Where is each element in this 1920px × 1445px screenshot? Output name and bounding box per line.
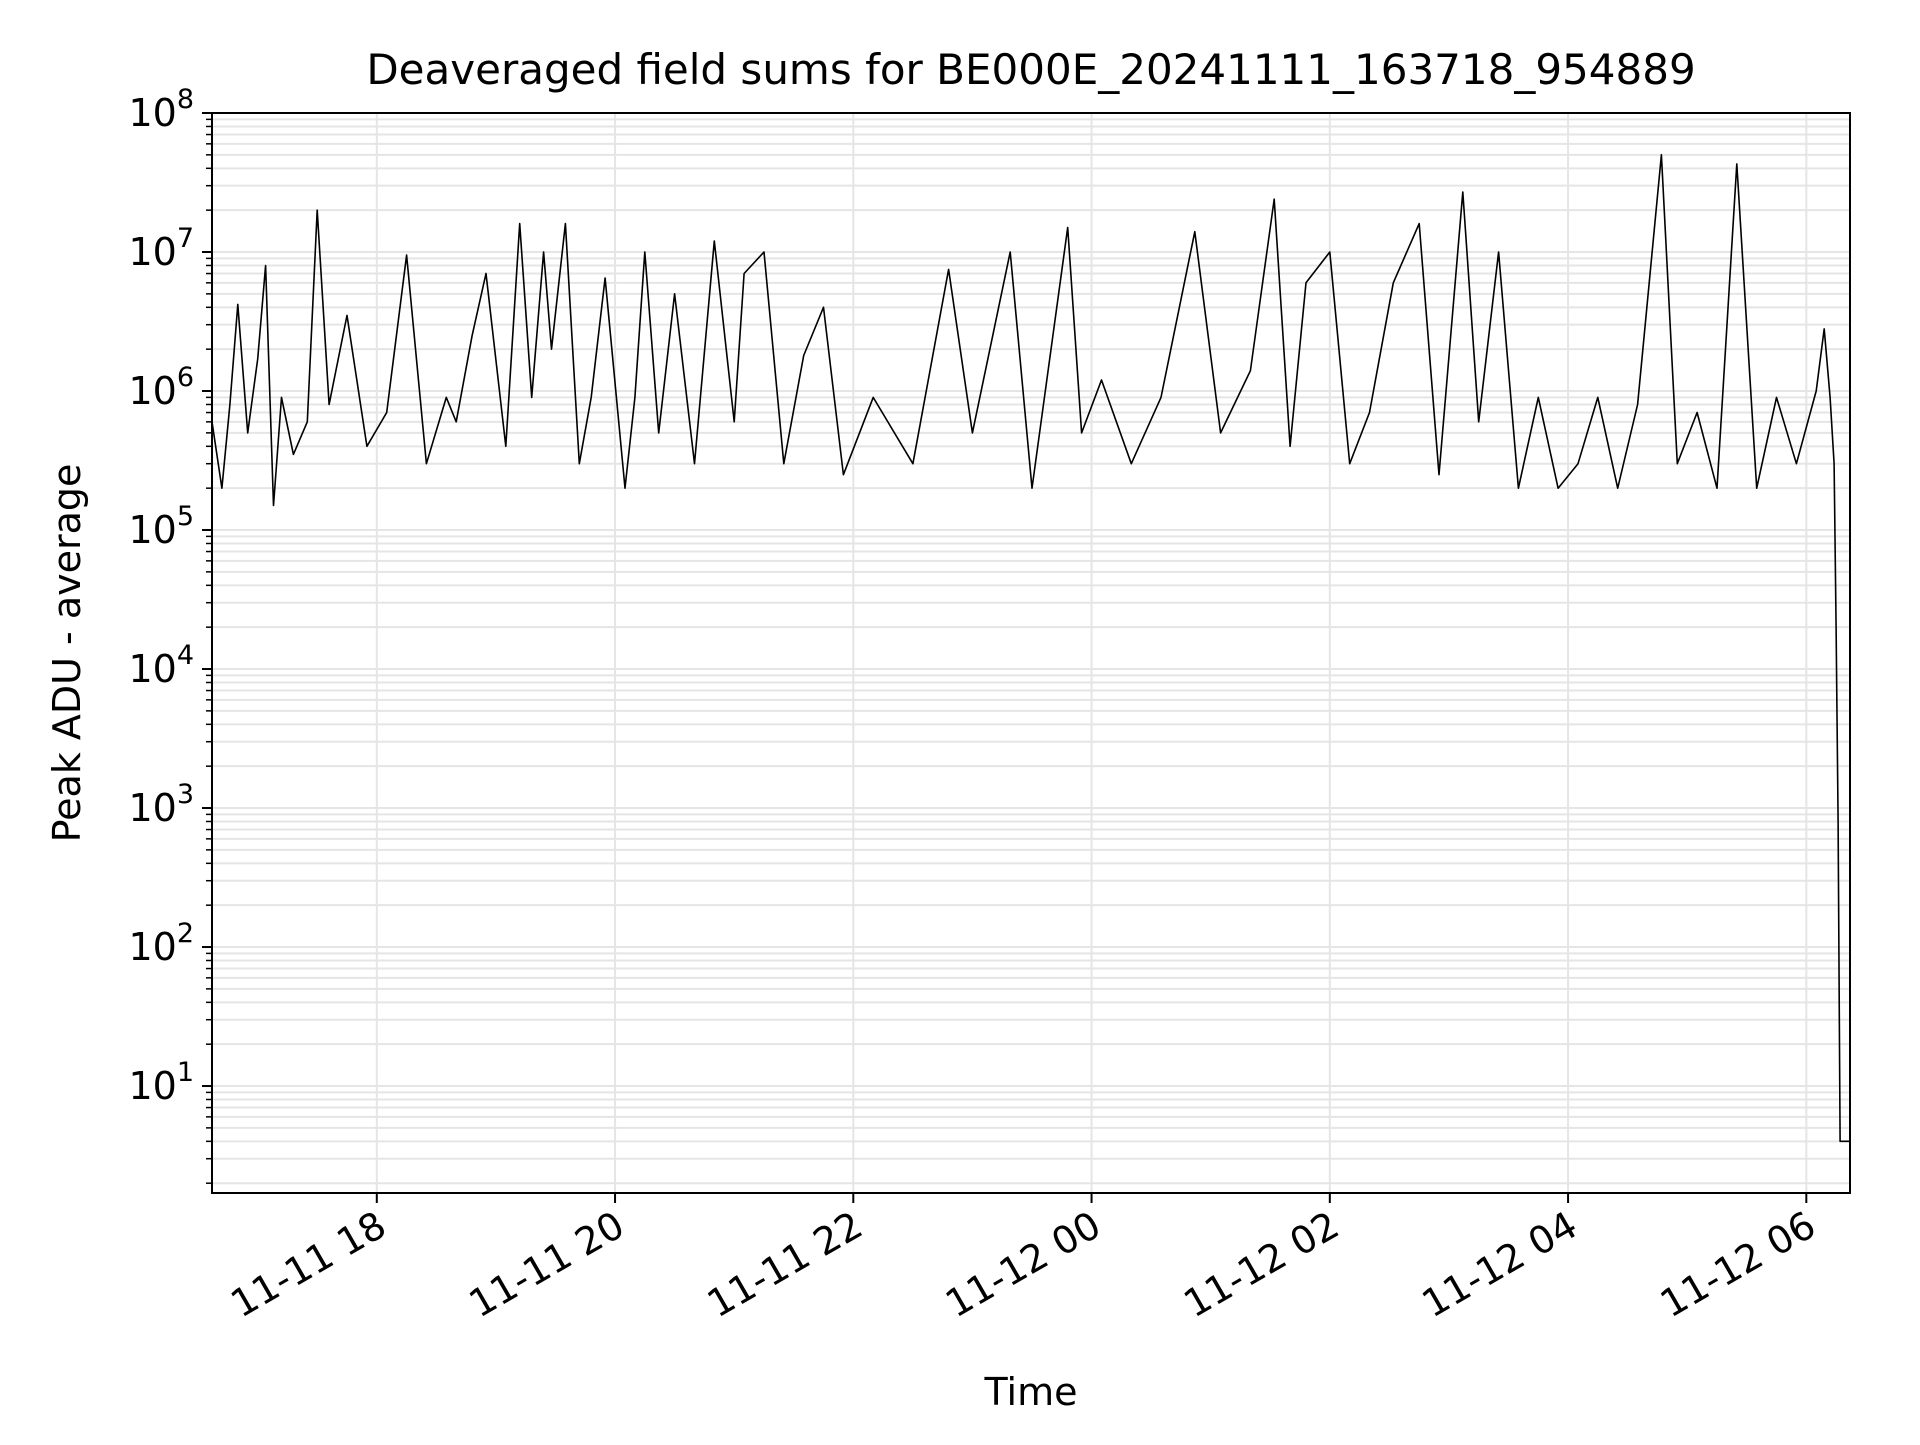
y-tick-label: 102 [128,918,194,969]
x-tick-label: 11-11 20 [462,1203,632,1327]
series-line [211,154,1850,1143]
y-tick-base: 10 [128,230,176,274]
y-tick-base: 10 [128,369,176,413]
x-axis: 11-11 18 11-11 20 11-11 22 11-12 00 11-12 02… [223,1193,1823,1327]
x-tick-label: 11-11 18 [223,1203,393,1327]
y-tick-base: 10 [128,1064,176,1108]
y-tick-exponent: 7 [177,223,194,254]
y-tick-exponent: 1 [177,1057,194,1088]
y-tick-label: 101 [128,1057,194,1108]
y-tick-label: 104 [128,640,194,691]
y-tick-exponent: 6 [177,362,194,393]
x-tick-label: 11-11 22 [700,1203,870,1327]
plot-layer [211,154,1850,1143]
y-tick-exponent: 5 [177,501,194,532]
y-tick-exponent: 3 [177,779,194,810]
y-tick-label: 107 [128,223,194,274]
plot-frame [211,112,1851,1194]
y-tick-label: 105 [128,501,194,552]
y-tick-exponent: 2 [177,918,194,949]
x-tick-label: 11-12 06 [1653,1203,1823,1327]
y-tick-base: 10 [128,91,176,135]
y-tick-label: 106 [128,362,194,413]
y-axis-label: Peak ADU - average [45,464,89,843]
x-tick-label: 11-12 02 [1176,1203,1346,1327]
x-axis-label: Time [984,1370,1078,1414]
y-tick-exponent: 8 [177,84,194,115]
y-tick-base: 10 [128,508,176,552]
x-tick-label: 11-12 00 [938,1203,1108,1327]
y-tick-label: 108 [128,84,194,135]
chart-title: Deaveraged field sums for BE000E_2024111… [366,45,1695,94]
y-tick-exponent: 4 [177,640,194,671]
y-tick-base: 10 [128,925,176,969]
grid-layer [212,112,1850,1193]
y-tick-label: 103 [128,779,194,830]
y-tick-base: 10 [128,786,176,830]
x-tick-label: 11-12 04 [1415,1203,1585,1327]
y-tick-base: 10 [128,647,176,691]
